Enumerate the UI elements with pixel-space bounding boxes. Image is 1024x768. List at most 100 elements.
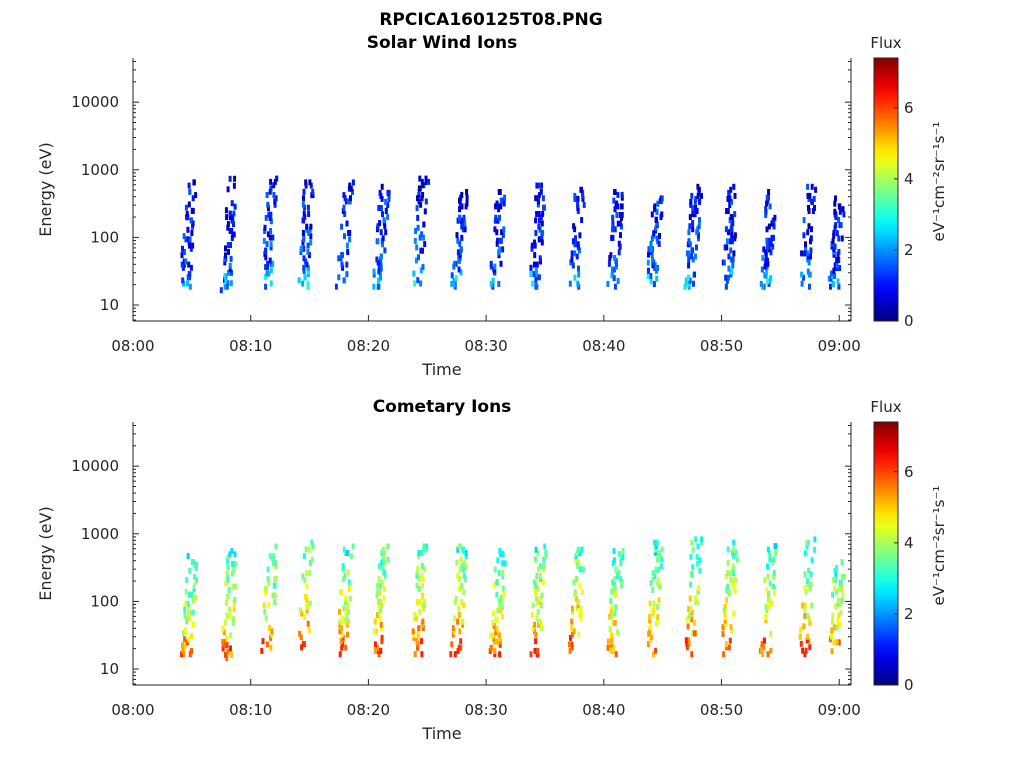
heatmap-cell: [454, 275, 458, 282]
heatmap-cell: [195, 562, 198, 568]
heatmap-cell: [499, 607, 503, 614]
heatmap-cell: [187, 271, 191, 278]
heatmap-cell: [536, 195, 540, 202]
heatmap-cell: [180, 261, 184, 268]
heatmap-cell: [732, 583, 736, 590]
heatmap-cell: [451, 631, 455, 638]
heatmap-cell: [696, 183, 700, 190]
heatmap-cell: [266, 260, 270, 267]
heatmap-cell: [421, 576, 425, 583]
heatmap-cell: [305, 261, 309, 268]
heatmap-cells: [180, 175, 846, 294]
heatmap-cell: [379, 621, 383, 628]
heatmap-cell: [223, 619, 227, 626]
heatmap-cell: [805, 250, 809, 257]
heatmap-cell: [420, 195, 424, 202]
heatmap-cell: [579, 615, 583, 622]
heatmap-cell: [724, 573, 728, 580]
heatmap-cell: [831, 238, 835, 245]
heatmap-cell: [303, 274, 307, 281]
heatmap-cell: [299, 249, 303, 255]
heatmap-cell: [299, 607, 302, 614]
heatmap-cell: [621, 547, 625, 554]
heatmap-cell: [452, 628, 456, 635]
heatmap-cell: [306, 267, 310, 274]
heatmap-cell: [424, 198, 428, 205]
heatmap-cell: [342, 618, 346, 625]
heatmap-cell: [181, 245, 184, 252]
heatmap-cell: [302, 195, 305, 202]
heatmap-cell: [842, 573, 846, 580]
heatmap-cell: [493, 648, 497, 655]
x-tick-label: 08:50: [700, 337, 743, 355]
heatmap-cell: [652, 651, 655, 658]
heatmap-cell: [376, 644, 380, 651]
heatmap-cell: [501, 551, 505, 557]
heatmap-cell: [695, 599, 699, 605]
heatmap-cell: [342, 204, 346, 211]
heatmap-cell: [459, 269, 463, 276]
heatmap-cell: [465, 200, 469, 207]
heatmap-cell: [464, 553, 468, 560]
heatmap-cell: [495, 200, 499, 207]
heatmap-cell: [772, 573, 776, 580]
heatmap-cell: [498, 641, 502, 648]
heatmap-cell: [351, 543, 355, 550]
heatmap-cell: [376, 612, 379, 618]
heatmap-cell: [412, 634, 416, 641]
heatmap-cell: [687, 637, 691, 644]
heatmap-cell: [657, 576, 661, 583]
heatmap-cell: [307, 600, 311, 607]
heatmap-cell: [340, 631, 344, 638]
heatmap-cell: [381, 556, 385, 563]
heatmap-cell: [188, 239, 192, 246]
heatmap-cell: [232, 606, 236, 613]
heatmap-cell: [766, 257, 769, 264]
heatmap-cell: [656, 580, 660, 587]
heatmap-cell: [261, 638, 265, 645]
heatmap-cell: [721, 624, 725, 631]
heatmap-cell: [533, 585, 537, 592]
heatmap-cell: [578, 232, 582, 239]
heatmap-cell: [733, 232, 737, 239]
heatmap-cell: [647, 246, 651, 253]
heatmap-cell: [373, 628, 376, 635]
heatmap-cell: [535, 283, 539, 290]
heatmap-cell: [457, 605, 461, 612]
heatmap-cell: [224, 600, 228, 606]
heatmap-cell: [734, 549, 738, 556]
heatmap-cell: [802, 623, 806, 630]
heatmap-cell: [424, 546, 428, 553]
heatmap-cell: [302, 255, 306, 262]
heatmap-cell: [267, 211, 271, 218]
heatmap-cell: [224, 651, 227, 658]
heatmap-cell: [729, 214, 733, 221]
heatmap-cell: [460, 191, 464, 198]
heatmap-cell: [531, 280, 535, 287]
heatmap-cell: [685, 250, 689, 257]
heatmap-cell: [189, 591, 192, 598]
heatmap-cell: [650, 235, 654, 242]
heatmap-cell: [233, 583, 237, 590]
heatmap-cell: [376, 277, 380, 284]
heatmap-cell: [723, 610, 727, 617]
heatmap-cell: [833, 568, 837, 574]
heatmap-cell: [379, 274, 383, 281]
heatmap-cell: [311, 188, 315, 195]
heatmap-cell: [415, 572, 419, 579]
heatmap-cell: [835, 624, 839, 631]
heatmap-cell: [538, 226, 542, 233]
heatmap-cell: [733, 211, 737, 218]
heatmap-cell: [344, 615, 348, 622]
heatmap-cell: [762, 644, 766, 651]
heatmap-cell: [613, 283, 617, 290]
heatmap-cell: [376, 223, 380, 230]
heatmap-cell: [769, 647, 773, 654]
heatmap-cell: [688, 277, 692, 284]
heatmap-cell: [531, 602, 535, 609]
heatmap-cell: [803, 612, 807, 619]
heatmap-cell: [726, 208, 730, 214]
heatmap-cell: [340, 625, 344, 632]
heatmap-cell: [833, 208, 837, 215]
heatmap-cell: [568, 280, 572, 287]
